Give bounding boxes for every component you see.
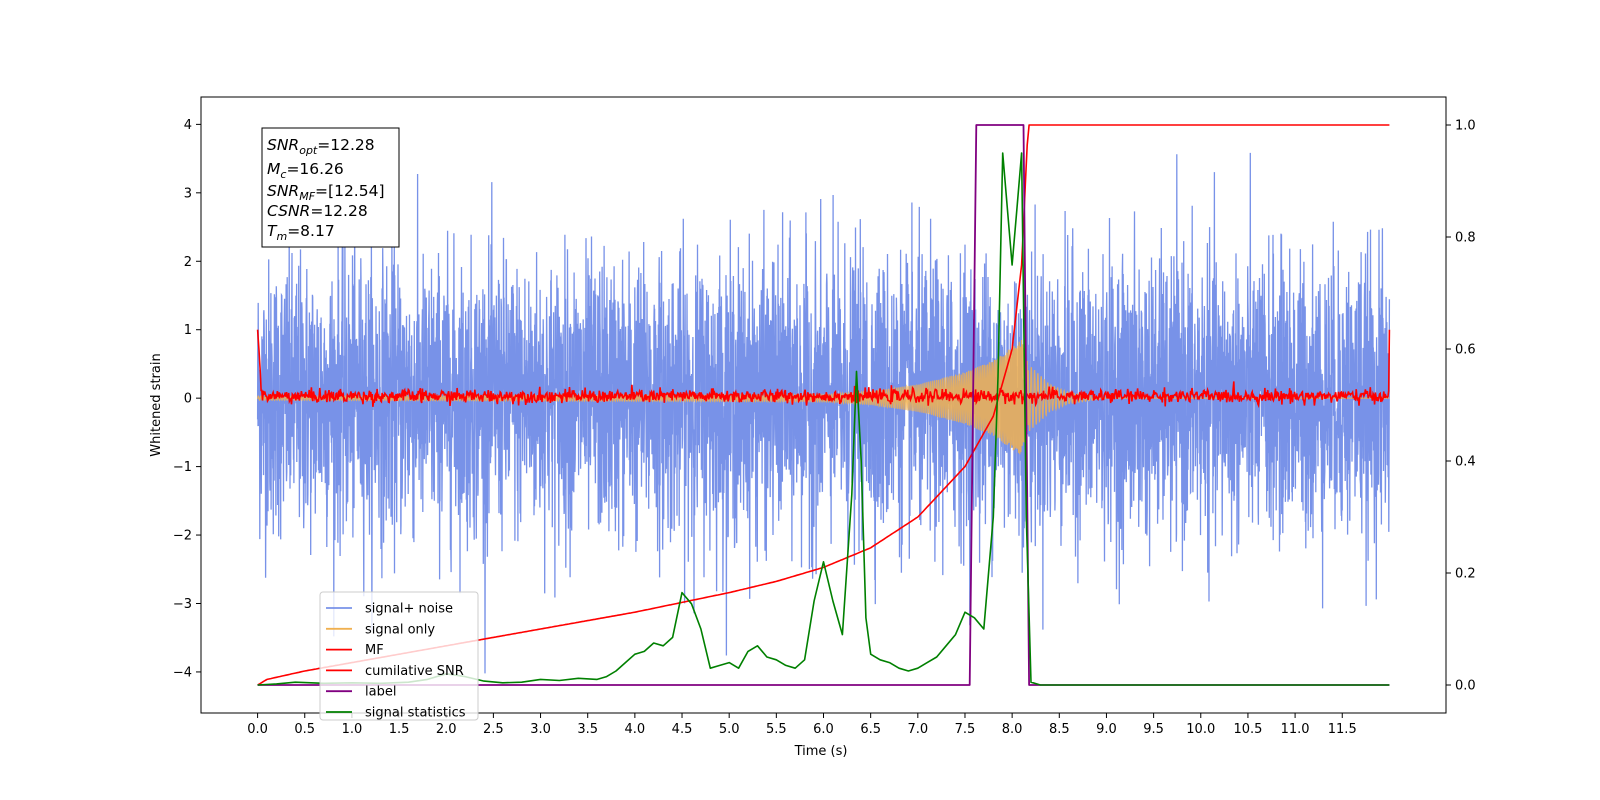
series-signal-noise [256,152,1391,674]
legend-entry: MF [365,643,384,658]
series-mf [256,329,1391,409]
x-tick-label: 1.0 [342,722,363,737]
info-line-csnr: CSNR=12.28 [267,202,368,220]
x-tick-label: 5.5 [766,722,787,737]
y-right-tick-label: 0.8 [1455,231,1476,246]
y-left-tick-label: 1 [184,323,192,338]
y-right-tick-label: 0.0 [1455,679,1476,694]
y-left-tick-label: −1 [173,460,192,475]
legend-entry: label [365,685,396,700]
y-right-tick-label: 0.2 [1455,567,1476,582]
y-left-tick-label: −4 [173,665,192,680]
info-box: SNRopt=12.28 Mc=16.26 SNRMF=[12.54] CSNR… [261,127,400,248]
x-tick-label: 4.5 [672,722,693,737]
x-tick-label: 2.0 [436,722,457,737]
series-signal-statistics [257,152,1390,686]
y-axis-left: 4 3 2 1 0 −1 −2 −3 −4 [173,118,201,680]
legend-frame [319,591,479,721]
x-tick-label: 11.5 [1328,722,1357,737]
x-tick-label: 4.0 [625,722,646,737]
y-left-tick-label: 2 [184,255,192,270]
x-axis-label: Time (s) [794,744,848,759]
x-tick-label: 10.5 [1233,722,1262,737]
y-right-tick-label: 1.0 [1455,119,1476,134]
y-left-tick-label: 4 [184,118,192,133]
x-tick-label: 7.0 [907,722,928,737]
y-left-tick-label: −2 [173,529,192,544]
x-tick-label: 7.5 [955,722,976,737]
x-tick-label: 9.0 [1096,722,1117,737]
y-right-tick-label: 0.4 [1455,455,1476,470]
x-tick-label: 1.5 [389,722,410,737]
y-axis-label: Whitened strain [149,353,164,456]
y-right-tick-label: 0.6 [1455,343,1476,358]
x-tick-label: 3.5 [577,722,598,737]
x-tick-label: 3.0 [530,722,551,737]
legend-entry: signal+ noise [365,602,453,617]
x-tick-label: 5.0 [719,722,740,737]
legend-entry: signal only [365,622,435,637]
x-tick-label: 2.5 [483,722,504,737]
x-tick-label: 11.0 [1281,722,1310,737]
x-tick-label: 8.0 [1002,722,1023,737]
legend-entry: signal statistics [365,706,466,721]
info-line-snr-mf: SNRMF=[12.54] [267,182,385,203]
y-left-tick-label: 3 [184,186,192,201]
x-tick-label: 8.5 [1049,722,1070,737]
y-left-tick-label: 0 [184,392,192,407]
info-box-frame [261,127,400,248]
x-axis: 0.0 0.5 1.0 1.5 2.0 2.5 3.0 3.5 4.0 4.5 5.0 5.5 6.0 6… [247,713,1357,737]
x-tick-label: 9.5 [1143,722,1164,737]
x-tick-label: 0.0 [247,722,268,737]
info-line-snr-opt: SNRopt=12.28 [267,136,375,157]
info-line-tm: Tm=8.17 [267,222,335,243]
x-tick-label: 6.0 [813,722,834,737]
x-tick-label: 0.5 [294,722,315,737]
legend-entry: cumilative SNR [365,664,464,679]
legend: signal+ noise signal only MF cumilative SNR… [319,591,479,721]
x-tick-label: 10.0 [1186,722,1215,737]
x-tick-label: 6.5 [860,722,881,737]
info-line-mc: Mc=16.26 [267,160,344,181]
y-axis-right: 1.0 0.8 0.6 0.4 0.2 0.0 [1446,119,1476,694]
y-left-tick-label: −3 [173,597,192,612]
